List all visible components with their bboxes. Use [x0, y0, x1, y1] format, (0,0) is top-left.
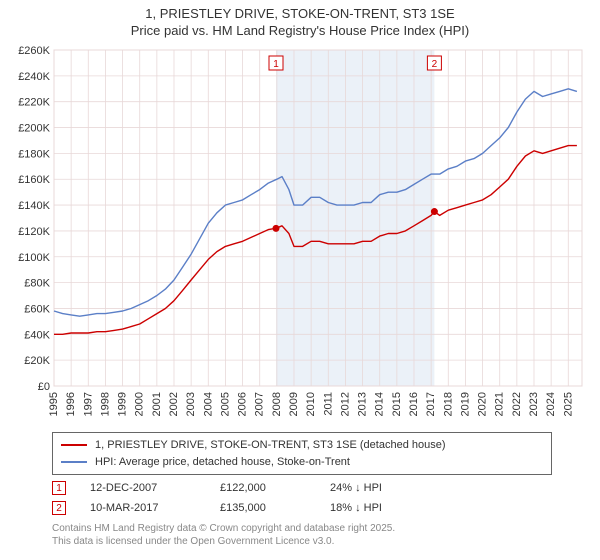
svg-text:£140K: £140K: [18, 200, 50, 212]
svg-text:2025: 2025: [562, 392, 574, 416]
marker-badge-1: 1: [52, 481, 66, 495]
svg-text:2006: 2006: [237, 392, 249, 416]
chart-container: £0 £20K £40K £60K £80K £100K £120K £140K £160K £1…: [8, 44, 592, 426]
legend-row-price-paid: 1, PRIESTLEY DRIVE, STOKE-ON-TRENT, ST3 …: [61, 437, 543, 454]
marker-date-2: 10-MAR-2017: [90, 502, 220, 514]
marker-table: 1 12-DEC-2007 £122,000 24% ↓ HPI 2 10-MA…: [52, 478, 552, 518]
svg-text:2021: 2021: [494, 392, 506, 416]
svg-text:1996: 1996: [65, 392, 77, 416]
line-chart: £0 £20K £40K £60K £80K £100K £120K £140K £160K £1…: [8, 44, 592, 426]
svg-text:£220K: £220K: [18, 97, 50, 109]
footer-line2: This data is licensed under the Open Gov…: [52, 535, 395, 548]
svg-text:2014: 2014: [374, 392, 386, 416]
chart-title-line2: Price paid vs. HM Land Registry's House …: [0, 23, 600, 38]
svg-text:2008: 2008: [271, 392, 283, 416]
svg-text:2004: 2004: [202, 392, 214, 416]
svg-text:£40K: £40K: [24, 329, 50, 341]
svg-text:£100K: £100K: [18, 252, 50, 264]
svg-text:2024: 2024: [545, 392, 557, 416]
svg-text:£240K: £240K: [18, 71, 50, 83]
svg-text:2016: 2016: [408, 392, 420, 416]
footer-attribution: Contains HM Land Registry data © Crown c…: [52, 522, 395, 548]
svg-text:2005: 2005: [219, 392, 231, 416]
svg-text:2013: 2013: [357, 392, 369, 416]
legend-row-hpi: HPI: Average price, detached house, Stok…: [61, 454, 543, 471]
svg-text:£80K: £80K: [24, 278, 50, 290]
svg-text:£180K: £180K: [18, 148, 50, 160]
svg-text:2012: 2012: [339, 392, 351, 416]
svg-text:2019: 2019: [459, 392, 471, 416]
svg-text:2000: 2000: [134, 392, 146, 416]
svg-text:1: 1: [273, 59, 279, 70]
svg-text:£0: £0: [38, 381, 50, 393]
svg-text:2010: 2010: [305, 392, 317, 416]
svg-text:£120K: £120K: [18, 226, 50, 238]
marker-delta-2: 18% ↓ HPI: [330, 502, 480, 514]
legend-label-price-paid: 1, PRIESTLEY DRIVE, STOKE-ON-TRENT, ST3 …: [95, 437, 446, 454]
marker-price-1: £122,000: [220, 482, 330, 494]
svg-text:2020: 2020: [477, 392, 489, 416]
chart-title-line1: 1, PRIESTLEY DRIVE, STOKE-ON-TRENT, ST3 …: [0, 6, 600, 21]
svg-text:2022: 2022: [511, 392, 523, 416]
marker-delta-1: 24% ↓ HPI: [330, 482, 480, 494]
marker-badge-2: 2: [52, 501, 66, 515]
svg-text:2011: 2011: [322, 392, 334, 416]
legend-swatch-price-paid: [61, 444, 87, 446]
svg-text:1997: 1997: [82, 392, 94, 416]
marker-date-1: 12-DEC-2007: [90, 482, 220, 494]
svg-text:£20K: £20K: [24, 355, 50, 367]
svg-text:2002: 2002: [168, 392, 180, 416]
svg-text:£160K: £160K: [18, 174, 50, 186]
svg-text:2003: 2003: [185, 392, 197, 416]
svg-text:2007: 2007: [254, 392, 266, 416]
chart-title-block: 1, PRIESTLEY DRIVE, STOKE-ON-TRENT, ST3 …: [0, 0, 600, 38]
svg-text:1995: 1995: [48, 392, 60, 416]
svg-text:1999: 1999: [117, 392, 129, 416]
marker-price-2: £135,000: [220, 502, 330, 514]
svg-text:£60K: £60K: [24, 303, 50, 315]
legend: 1, PRIESTLEY DRIVE, STOKE-ON-TRENT, ST3 …: [52, 432, 552, 475]
svg-text:2017: 2017: [425, 392, 437, 416]
svg-text:£200K: £200K: [18, 123, 50, 135]
legend-swatch-hpi: [61, 461, 87, 463]
legend-label-hpi: HPI: Average price, detached house, Stok…: [95, 454, 350, 471]
svg-text:2015: 2015: [391, 392, 403, 416]
svg-text:1998: 1998: [99, 392, 111, 416]
svg-text:2001: 2001: [151, 392, 163, 416]
svg-text:2023: 2023: [528, 392, 540, 416]
footer-line1: Contains HM Land Registry data © Crown c…: [52, 522, 395, 535]
marker-row-1: 1 12-DEC-2007 £122,000 24% ↓ HPI: [52, 478, 552, 498]
svg-text:2: 2: [432, 59, 438, 70]
svg-text:2009: 2009: [288, 392, 300, 416]
svg-text:£260K: £260K: [18, 45, 50, 57]
marker-row-2: 2 10-MAR-2017 £135,000 18% ↓ HPI: [52, 498, 552, 518]
svg-text:2018: 2018: [442, 392, 454, 416]
